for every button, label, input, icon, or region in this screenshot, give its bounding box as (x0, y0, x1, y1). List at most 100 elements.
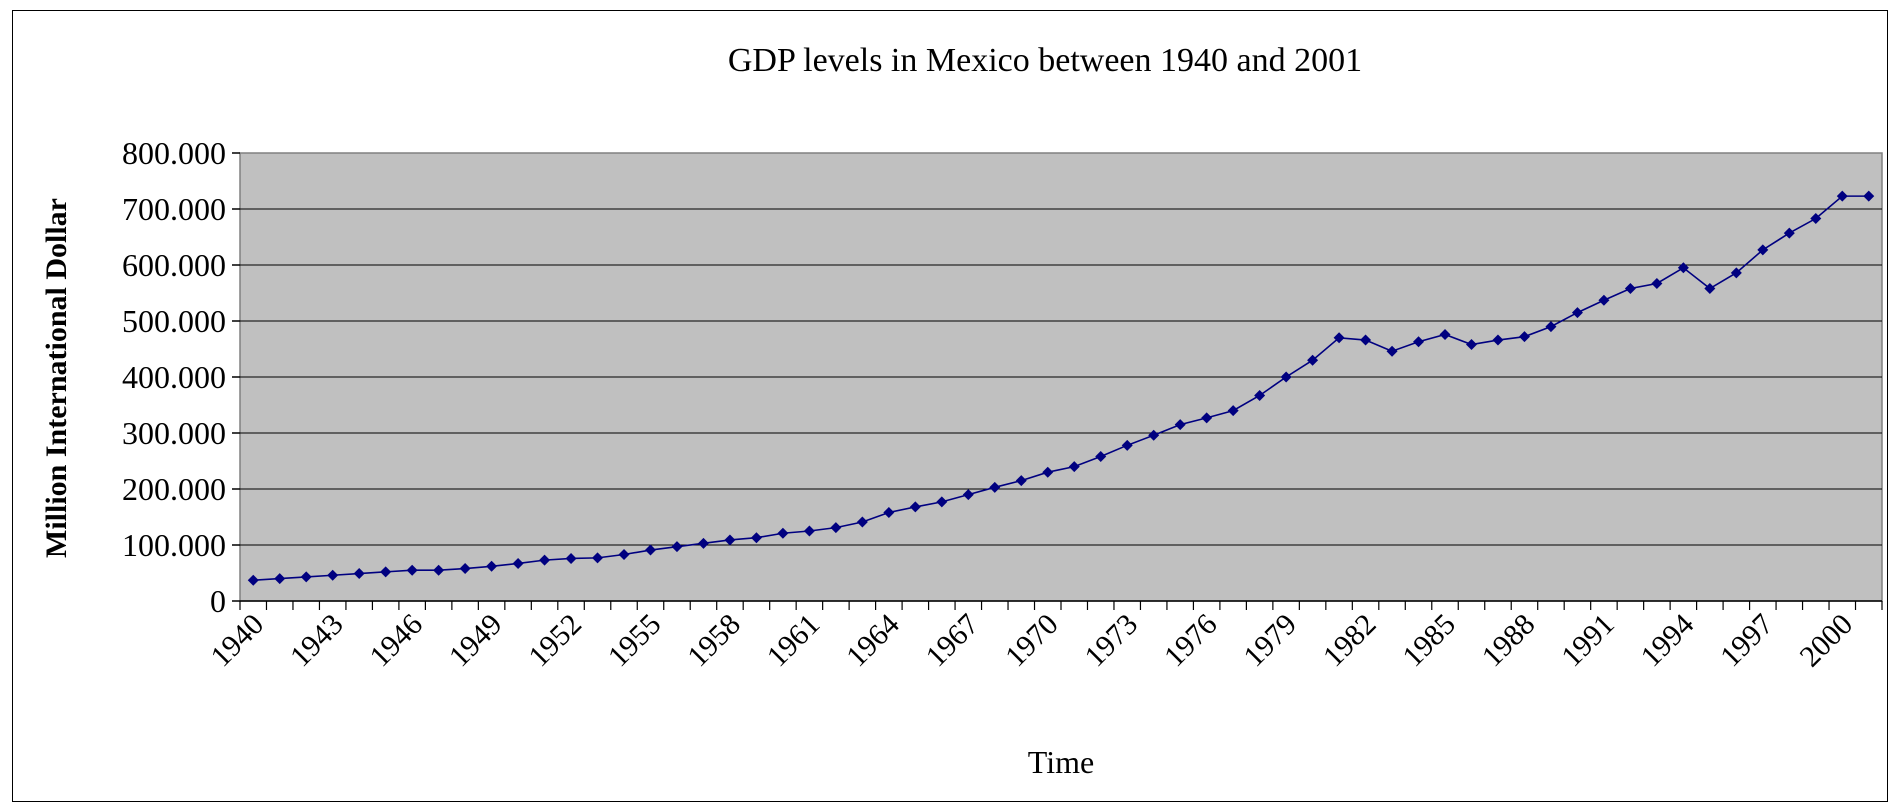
data-point (1677, 262, 1689, 274)
x-tick-label: 1952 (522, 608, 588, 674)
data-point (883, 507, 895, 519)
data-point (300, 571, 312, 583)
data-point (724, 534, 736, 546)
data-point (565, 552, 577, 564)
x-axis-ticks: 1940 1943 1946 1949 1952 1955 1958 1961 1964 1967… (204, 600, 1883, 674)
x-tick-label: 1943 (284, 608, 350, 674)
data-point (909, 501, 921, 513)
data-point (1413, 336, 1425, 348)
data-point (1201, 412, 1213, 424)
x-tick-label: 1988 (1476, 608, 1542, 674)
y-axis-ticks: 0 100.000 200.000 300.000 400.000 500.000 600.… (122, 135, 240, 619)
x-tick-label: 1976 (1158, 608, 1224, 674)
gridlines (240, 208, 1882, 546)
data-point (592, 552, 604, 564)
data-point (962, 489, 974, 501)
data-point (830, 522, 842, 534)
data-point (989, 481, 1001, 493)
data-point (1624, 283, 1636, 295)
x-tick-label: 1979 (1237, 608, 1303, 674)
data-point (1095, 451, 1107, 463)
data-point (459, 563, 471, 575)
y-tick-label: 400.000 (122, 359, 226, 395)
x-tick-label: 1982 (1317, 608, 1383, 674)
x-axis-label: Time (1028, 744, 1094, 780)
data-point (1810, 213, 1822, 225)
y-tick-label: 300.000 (122, 415, 226, 451)
chart-frame (12, 10, 1888, 802)
data-point (1492, 334, 1504, 346)
data-point (1651, 277, 1663, 289)
data-point (1333, 332, 1345, 344)
data-point (1307, 354, 1319, 366)
data-point (777, 527, 789, 539)
data-point (1545, 321, 1557, 333)
data-point (1386, 345, 1398, 357)
data-point (274, 573, 286, 585)
x-tick-label: 1946 (363, 608, 429, 674)
data-point (1571, 307, 1583, 319)
data-point (1518, 331, 1530, 343)
data-point (697, 537, 709, 549)
data-point (1783, 227, 1795, 239)
data-point (486, 560, 498, 572)
data-point (1836, 190, 1848, 202)
x-tick-label: 1958 (681, 608, 747, 674)
data-point (803, 525, 815, 537)
x-tick-label: 1961 (761, 608, 827, 674)
x-tick-label: 1949 (443, 608, 509, 674)
x-tick-label: 1955 (602, 608, 668, 674)
x-tick-label: 1994 (1635, 608, 1701, 674)
x-tick-label: 1964 (840, 608, 906, 674)
data-point (1863, 190, 1875, 202)
data-point (1042, 466, 1054, 478)
data-point (645, 544, 656, 556)
data-point (1121, 439, 1133, 451)
y-tick-label: 700.000 (122, 191, 226, 227)
data-point (1466, 339, 1477, 351)
x-tick-label: 1967 (919, 608, 985, 674)
data-point (1280, 371, 1292, 383)
y-tick-label: 800.000 (122, 135, 226, 171)
data-point (1360, 334, 1372, 346)
y-tick-label: 500.000 (122, 303, 226, 339)
y-tick-label: 0 (210, 583, 226, 619)
data-point (671, 541, 683, 553)
data-point (380, 566, 392, 578)
data-point (1148, 429, 1160, 441)
y-axis-label: Million International Dollar (40, 198, 73, 558)
y-tick-label: 600.000 (122, 247, 226, 283)
x-tick-label: 1970 (999, 608, 1065, 674)
x-tick-label: 2000 (1793, 608, 1859, 674)
x-tick-label: 1985 (1396, 608, 1462, 674)
data-point (539, 554, 551, 566)
x-tick-label: 1997 (1714, 608, 1780, 674)
data-point (406, 564, 418, 576)
data-point (1730, 267, 1742, 279)
data-point (433, 564, 445, 576)
data-point (856, 516, 868, 528)
data-point (1254, 389, 1266, 401)
data-point (1227, 405, 1239, 417)
data-point (1174, 419, 1186, 431)
data-point (1757, 244, 1769, 256)
data-point (247, 574, 259, 586)
data-point (936, 496, 948, 508)
y-tick-label: 100.000 (122, 527, 226, 563)
data-point (353, 568, 365, 580)
series-gdp (247, 190, 1875, 586)
x-tick-label: 1973 (1078, 608, 1144, 674)
data-point (750, 532, 762, 544)
y-tick-label: 200.000 (122, 471, 226, 507)
data-point (1068, 461, 1080, 473)
x-tick-label: 1991 (1555, 608, 1621, 674)
chart-title: GDP levels in Mexico between 1940 and 20… (728, 42, 1362, 79)
data-point (1439, 328, 1451, 340)
data-point (1015, 475, 1027, 487)
data-point (512, 557, 524, 569)
data-point (1704, 283, 1716, 295)
data-point (327, 569, 339, 581)
data-point (618, 549, 630, 561)
data-point (1598, 294, 1610, 306)
